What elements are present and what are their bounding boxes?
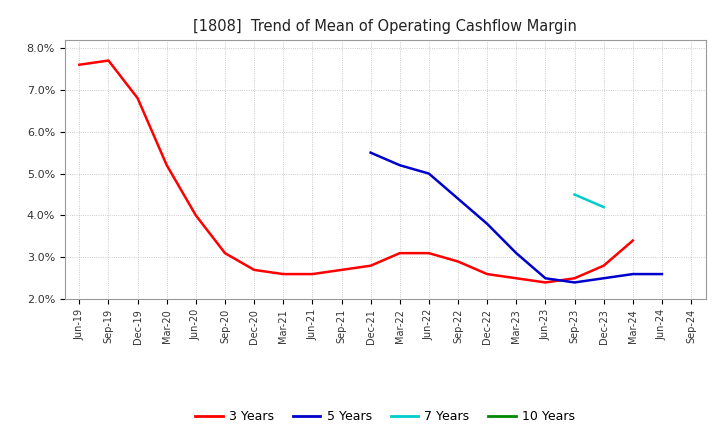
Legend: 3 Years, 5 Years, 7 Years, 10 Years: 3 Years, 5 Years, 7 Years, 10 Years [191,405,580,428]
Title: [1808]  Trend of Mean of Operating Cashflow Margin: [1808] Trend of Mean of Operating Cashfl… [193,19,577,34]
